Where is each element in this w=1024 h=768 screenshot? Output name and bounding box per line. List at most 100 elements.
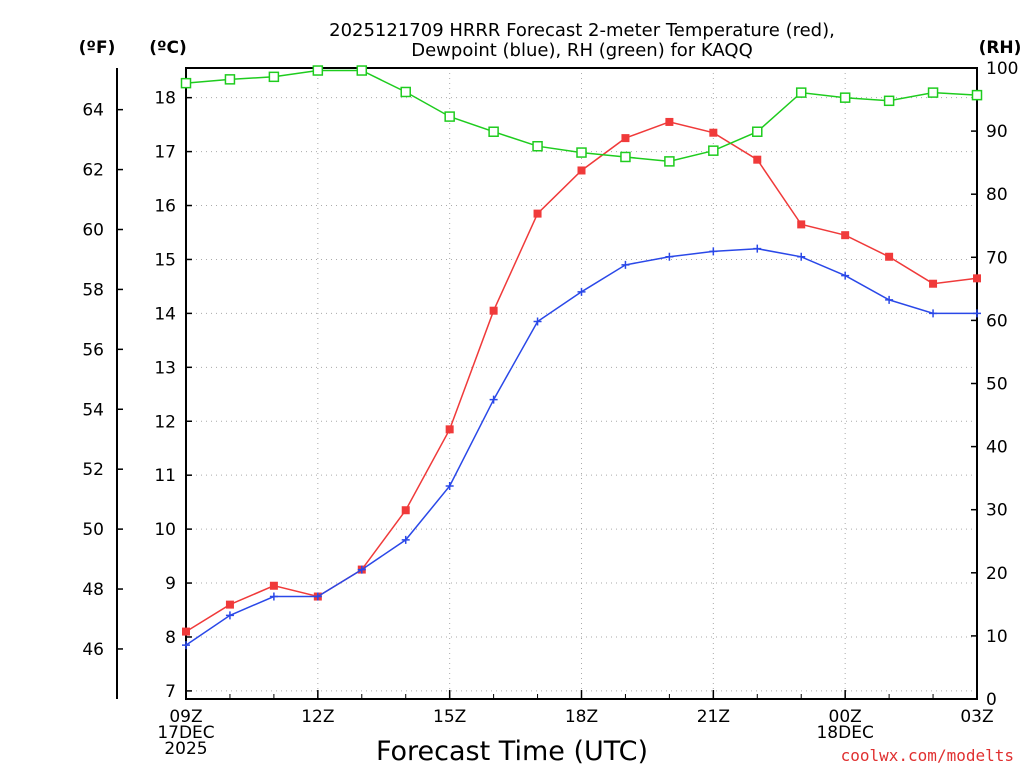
rh-point	[708, 145, 719, 156]
chart-title-line2: Dewpoint (blue), RH (green) for KAQQ	[411, 40, 753, 61]
dewpoint-point	[665, 252, 674, 261]
temperature-point	[445, 425, 454, 434]
rh-point	[532, 140, 543, 152]
x-tick-label: 00Z	[829, 707, 862, 727]
rh-tick-label: 20	[986, 564, 1008, 584]
x-tick-label: 18Z	[565, 707, 598, 727]
rh-point	[356, 65, 368, 76]
rh-tick-label: 70	[986, 248, 1008, 268]
celsius-tick-label: 8	[165, 628, 176, 648]
x-tick-label: 2025	[164, 739, 207, 759]
fahrenheit-tick-label: 58	[82, 280, 104, 300]
fahrenheit-tick-label: 64	[82, 101, 104, 121]
celsius-tick-label: 13	[154, 358, 176, 378]
rh-tick-label: 0	[986, 690, 997, 710]
x-tick-label: 09Z	[169, 707, 202, 727]
rh-point	[927, 87, 939, 98]
dewpoint-point	[929, 309, 938, 318]
fahrenheit-tick-label: 54	[82, 400, 104, 420]
fahrenheit-tick-label: 60	[82, 220, 104, 240]
rh-tick-label: 30	[986, 501, 1008, 521]
dewpoint-point	[225, 611, 234, 620]
celsius-axis-label: (ºC)	[149, 38, 187, 58]
x-tick-label: 18DEC	[816, 723, 873, 743]
dewpoint-point	[269, 592, 278, 601]
fahrenheit-tick-label: 50	[82, 520, 104, 540]
grid	[186, 68, 977, 699]
celsius-tick-label: 14	[154, 304, 176, 324]
rh-tick-label: 50	[986, 375, 1008, 395]
temperature-point	[929, 279, 938, 288]
dewpoint-point	[489, 395, 498, 404]
axes: 46 48 50 52 54 56 58 60 62 64 7 8 9 10 11 12 13 14 15 16 17 1…	[82, 59, 1018, 759]
dewpoint-point	[621, 260, 630, 269]
x-axis-title: Forecast Time (UTC)	[376, 736, 648, 767]
rh-point	[971, 89, 983, 101]
temperature-point	[841, 231, 850, 240]
fahrenheit-tick-label: 48	[82, 580, 104, 600]
rh-tick-label: 40	[986, 438, 1008, 458]
rh-tick-label: 60	[986, 311, 1008, 331]
temperature-point	[973, 274, 981, 283]
celsius-tick-label: 10	[154, 520, 176, 540]
temperature-point	[665, 117, 674, 126]
celsius-tick-label: 15	[154, 250, 176, 270]
temperature-point	[797, 220, 806, 229]
dewpoint-point	[445, 481, 454, 490]
dewpoint-point	[885, 295, 894, 304]
rh-point	[839, 92, 851, 103]
dewpoint-point	[182, 641, 190, 650]
temperature-point	[709, 128, 718, 137]
rh-point	[312, 65, 324, 76]
dewpoint-point	[753, 244, 762, 253]
x-tick-label: 12Z	[301, 707, 334, 727]
rh-point	[400, 86, 411, 98]
x-tick-label: 17DEC	[157, 723, 214, 743]
celsius-tick-label: 16	[154, 197, 176, 217]
temperature-point	[577, 166, 586, 175]
celsius-tick-label: 17	[154, 143, 176, 163]
rh-tick-label: 90	[986, 122, 1008, 142]
temperature-point	[182, 627, 190, 636]
rh-point	[180, 77, 192, 89]
rh-point	[488, 126, 499, 137]
celsius-tick-label: 11	[154, 466, 176, 486]
fahrenheit-tick-label: 56	[82, 340, 104, 360]
rh-point	[576, 147, 587, 158]
celsius-tick-label: 12	[154, 412, 176, 432]
rh-point	[620, 151, 631, 163]
rh-point	[752, 126, 763, 137]
fahrenheit-tick-label: 46	[82, 640, 104, 660]
dewpoint-point	[797, 252, 806, 261]
rh-point	[664, 156, 675, 167]
dewpoint-point	[577, 287, 586, 296]
credit-text: coolwx.com/modelts	[841, 746, 1014, 765]
celsius-tick-label: 18	[154, 89, 176, 109]
rh-point	[268, 71, 280, 83]
rh-point	[224, 74, 236, 85]
chart-title-line1: 2025121709 HRRR Forecast 2-meter Tempera…	[329, 20, 835, 41]
rh-point	[444, 111, 455, 122]
temperature-point	[225, 600, 234, 609]
rh-tick-label: 10	[986, 627, 1008, 647]
fahrenheit-tick-label: 62	[82, 161, 104, 181]
temperature-point	[489, 306, 498, 315]
temperature-point	[753, 155, 762, 164]
temperature-point	[269, 581, 278, 590]
series-layer	[180, 65, 983, 650]
rh-point	[795, 87, 807, 98]
temperature-point	[621, 134, 630, 143]
dewpoint-point	[357, 565, 366, 574]
rh-tick-label: 100	[986, 59, 1018, 79]
dewpoint-point	[841, 271, 850, 280]
dewpoint-point	[533, 317, 542, 326]
celsius-tick-label: 9	[165, 574, 176, 594]
x-tick-label: 03Z	[960, 707, 993, 727]
fahrenheit-tick-label: 52	[82, 460, 104, 480]
celsius-tick-label: 7	[165, 682, 176, 702]
rh-point	[883, 95, 895, 107]
dewpoint-point	[401, 535, 410, 544]
fahrenheit-axis-label: (ºF)	[79, 38, 116, 58]
